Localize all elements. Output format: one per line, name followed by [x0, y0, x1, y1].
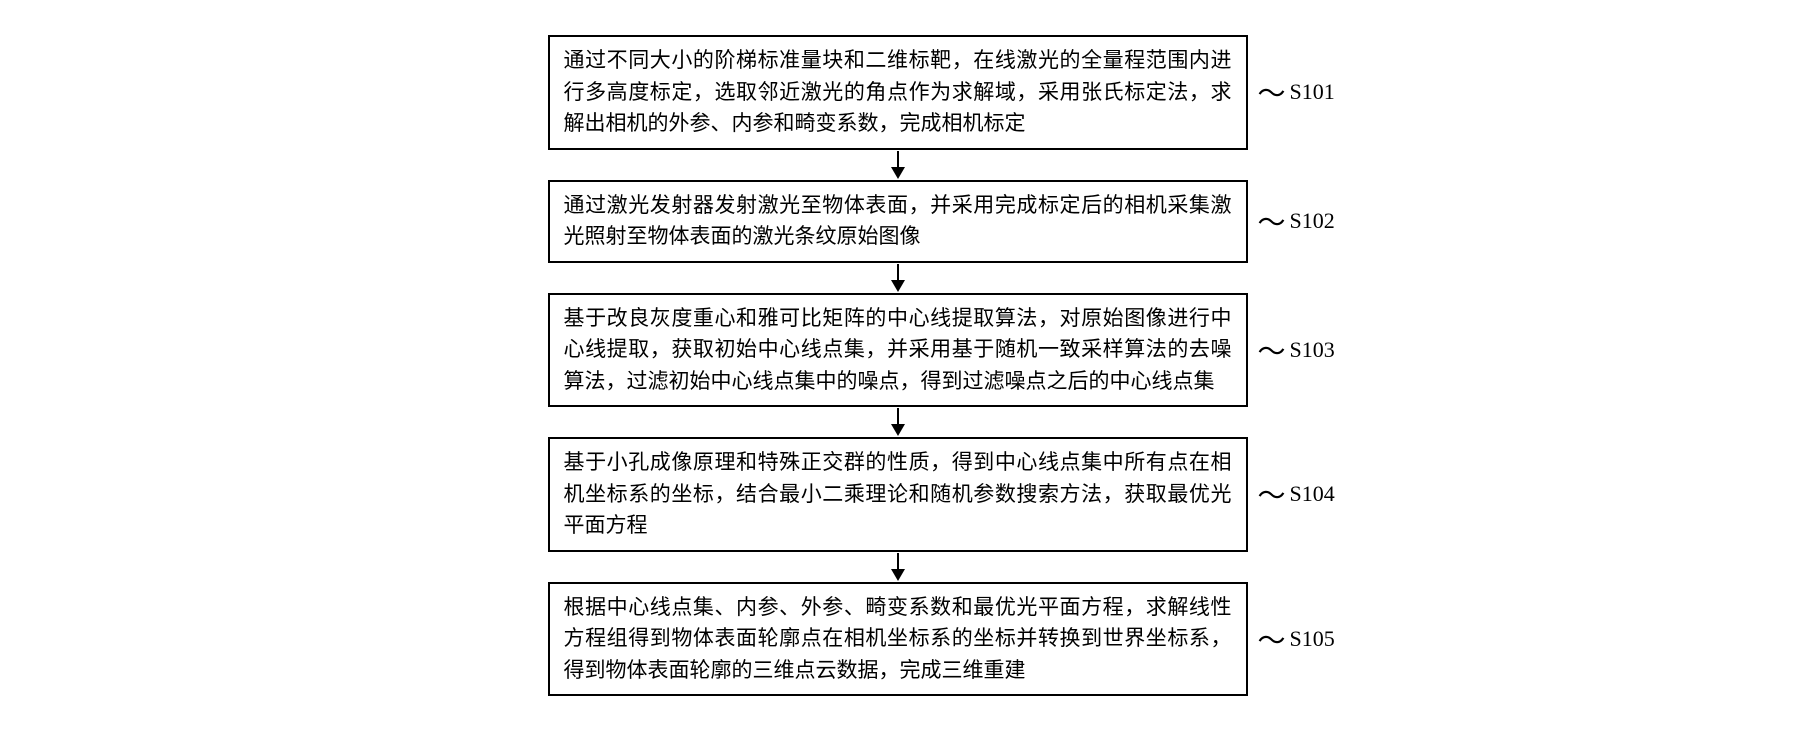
step-text: 通过不同大小的阶梯标准量块和二维标靶，在线激光的全量程范围内进行多高度标定，选取…	[564, 48, 1232, 135]
step-row-2: 通过激光发射器发射激光至物体表面，并采用完成标定后的相机采集激光照射至物体表面的…	[0, 180, 1795, 263]
step-row-3: 基于改良灰度重心和雅可比矩阵的中心线提取算法，对原始图像进行中心线提取，获取初始…	[0, 293, 1795, 408]
step-id: S102	[1290, 208, 1335, 234]
arrow-1	[891, 150, 905, 180]
step-id: S104	[1290, 481, 1335, 507]
step-text: 基于改良灰度重心和雅可比矩阵的中心线提取算法，对原始图像进行中心线提取，获取初始…	[564, 306, 1232, 393]
step-row-4: 基于小孔成像原理和特殊正交群的性质，得到中心线点集中所有点在相机坐标系的坐标，结…	[0, 437, 1795, 552]
connector-curve-icon: 〜	[1258, 330, 1286, 370]
flowchart-container: 通过不同大小的阶梯标准量块和二维标靶，在线激光的全量程范围内进行多高度标定，选取…	[0, 35, 1795, 696]
arrow-2	[891, 263, 905, 293]
arrow-line	[897, 264, 899, 280]
arrow-line	[897, 553, 899, 569]
step-label-s104: 〜 S104	[1258, 474, 1335, 514]
step-box-s105: 根据中心线点集、内参、外参、畸变系数和最优光平面方程，求解线性方程组得到物体表面…	[548, 582, 1248, 697]
arrow-3	[891, 407, 905, 437]
step-text: 基于小孔成像原理和特殊正交群的性质，得到中心线点集中所有点在相机坐标系的坐标，结…	[564, 450, 1232, 537]
arrow-line	[897, 151, 899, 167]
step-box-s103: 基于改良灰度重心和雅可比矩阵的中心线提取算法，对原始图像进行中心线提取，获取初始…	[548, 293, 1248, 408]
step-id: S101	[1290, 79, 1335, 105]
arrow-head-icon	[891, 280, 905, 292]
step-box-s102: 通过激光发射器发射激光至物体表面，并采用完成标定后的相机采集激光照射至物体表面的…	[548, 180, 1248, 263]
arrow-head-icon	[891, 167, 905, 179]
step-label-s102: 〜 S102	[1258, 201, 1335, 241]
step-label-s103: 〜 S103	[1258, 330, 1335, 370]
connector-curve-icon: 〜	[1258, 474, 1286, 514]
arrow-head-icon	[891, 424, 905, 436]
step-box-s101: 通过不同大小的阶梯标准量块和二维标靶，在线激光的全量程范围内进行多高度标定，选取…	[548, 35, 1248, 150]
step-row-5: 根据中心线点集、内参、外参、畸变系数和最优光平面方程，求解线性方程组得到物体表面…	[0, 582, 1795, 697]
step-id: S103	[1290, 337, 1335, 363]
step-id: S105	[1290, 626, 1335, 652]
connector-curve-icon: 〜	[1258, 619, 1286, 659]
connector-curve-icon: 〜	[1258, 201, 1286, 241]
step-text: 通过激光发射器发射激光至物体表面，并采用完成标定后的相机采集激光照射至物体表面的…	[564, 193, 1232, 249]
step-row-1: 通过不同大小的阶梯标准量块和二维标靶，在线激光的全量程范围内进行多高度标定，选取…	[0, 35, 1795, 150]
step-box-s104: 基于小孔成像原理和特殊正交群的性质，得到中心线点集中所有点在相机坐标系的坐标，结…	[548, 437, 1248, 552]
connector-curve-icon: 〜	[1258, 72, 1286, 112]
arrow-line	[897, 408, 899, 424]
arrow-head-icon	[891, 569, 905, 581]
step-text: 根据中心线点集、内参、外参、畸变系数和最优光平面方程，求解线性方程组得到物体表面…	[564, 595, 1232, 682]
step-label-s105: 〜 S105	[1258, 619, 1335, 659]
step-label-s101: 〜 S101	[1258, 72, 1335, 112]
arrow-4	[891, 552, 905, 582]
